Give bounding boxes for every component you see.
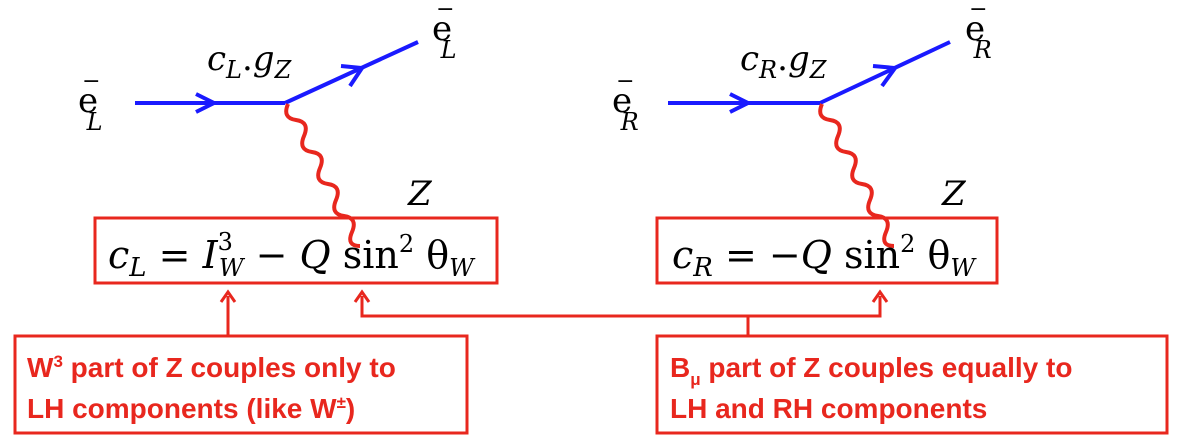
right-outgoing-electron-label: e− R (965, 0, 992, 64)
right-z-boson-label: Z (941, 174, 967, 214)
left-z-boson-label: Z (407, 174, 433, 214)
right-note-line1: Bμ part of Z couples equally to (670, 352, 1072, 389)
right-incoming-arrowhead (729, 92, 753, 114)
right-outgoing-electron-line (819, 40, 951, 105)
left-z-boson-line (284, 103, 361, 248)
right-vertex-diagram: e− R e− R cR.gZ Z (612, 0, 992, 248)
right-formula-box (655, 216, 999, 285)
left-formula: cL = I3 W − Q sin2 θW (108, 228, 476, 283)
right-incoming-electron-label: e− R (612, 69, 639, 136)
right-formula: cR = −Q sin2 θW (672, 230, 977, 283)
right-note-box (655, 334, 1169, 435)
right-z-boson-line (818, 103, 895, 248)
left-note-line2: LH components (like W±) (27, 393, 355, 424)
left-outgoing-arrowhead (340, 64, 366, 88)
left-note-arrow (219, 289, 237, 336)
left-incoming-electron-label: e− L (78, 69, 103, 136)
left-note-box (13, 334, 469, 435)
right-outgoing-arrowhead (872, 64, 899, 88)
left-note-line1: W3 part of Z couples only to (27, 352, 396, 383)
left-formula-box (93, 216, 499, 285)
right-coupling-label: cR.gZ (740, 39, 828, 84)
right-note-connector (353, 289, 889, 336)
left-incoming-arrowhead (195, 92, 219, 114)
left-vertex-diagram: e− L e− L cL.gZ Z (78, 0, 457, 248)
right-note-line2: LH and RH components (670, 393, 987, 424)
left-outgoing-electron-label: e− L (432, 0, 457, 64)
left-coupling-label: cL.gZ (207, 39, 293, 84)
left-outgoing-electron-line (284, 40, 419, 105)
